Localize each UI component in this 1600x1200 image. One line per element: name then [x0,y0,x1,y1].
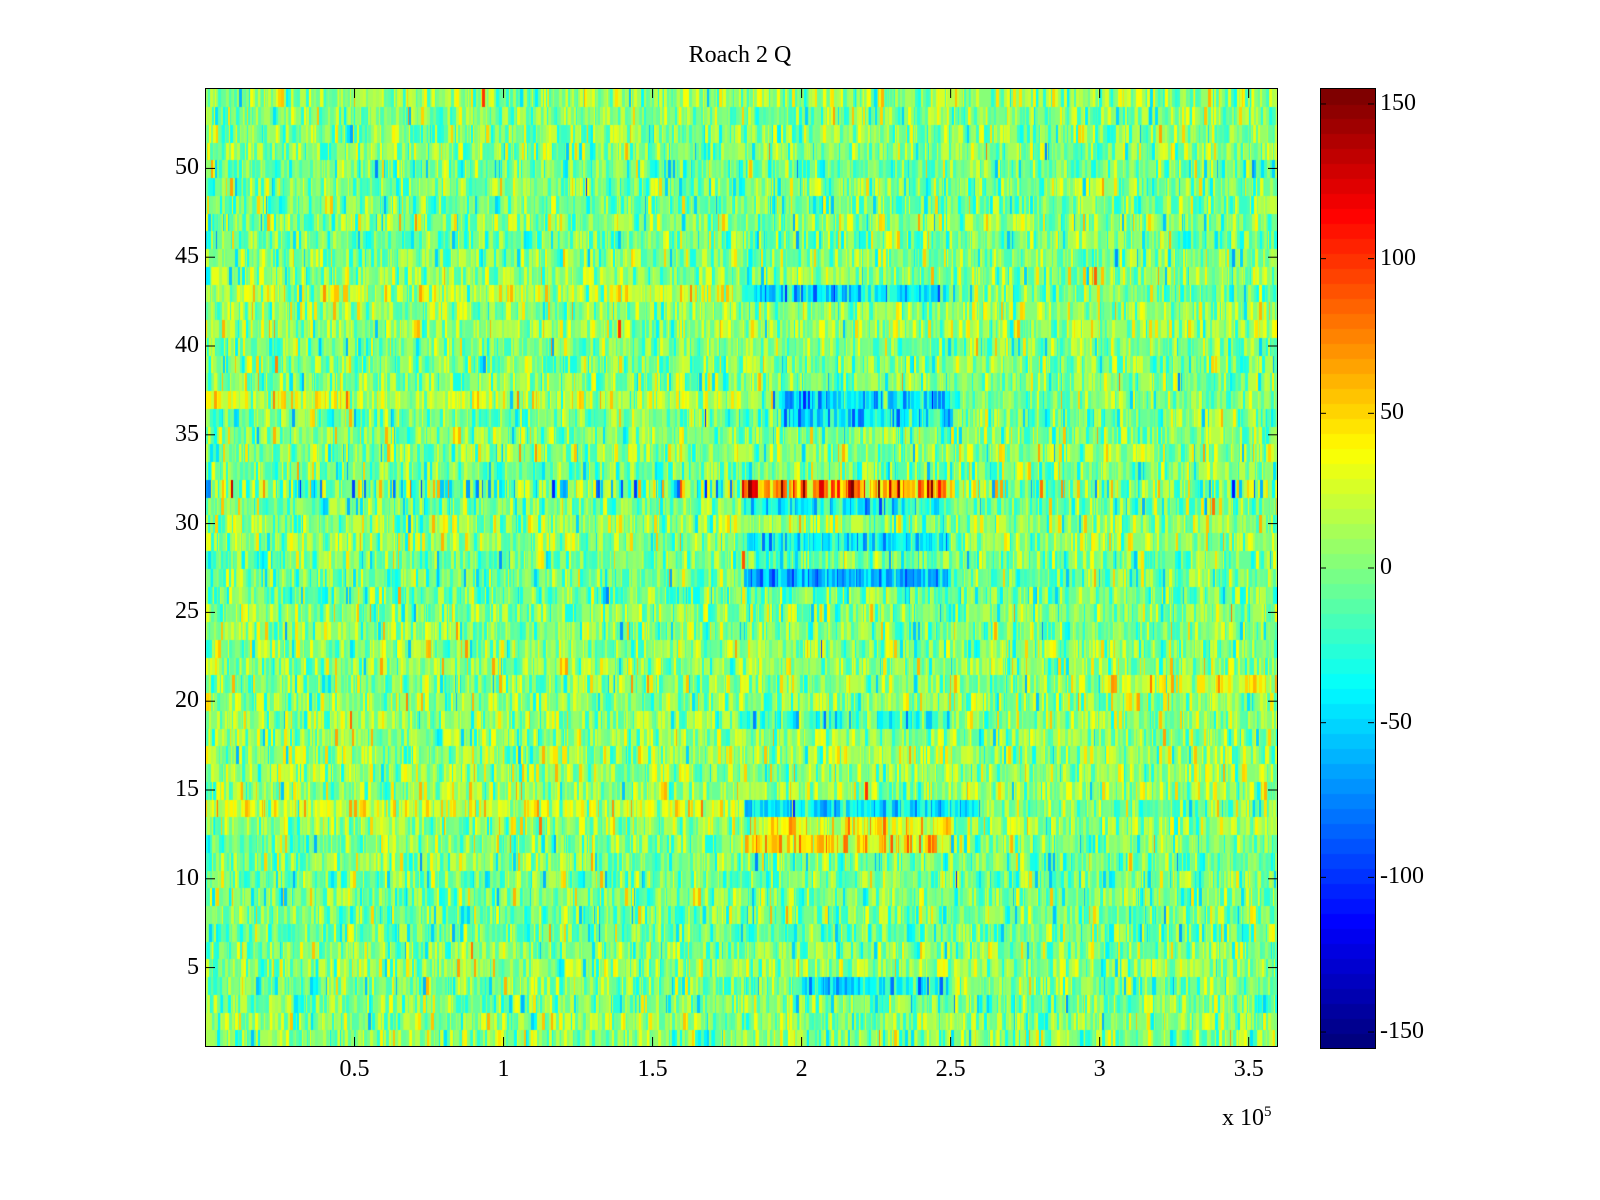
y-tick-label: 30 [175,509,199,536]
x-tick-label: 3.5 [1233,1056,1264,1082]
x-tick-label: 1.5 [637,1056,668,1082]
y-tick-label: 25 [175,598,199,625]
y-tick-label: 35 [175,420,199,447]
y-tick-label: 40 [175,332,199,358]
y-tick-label: 10 [175,864,199,891]
colorbar-tick-label: -50 [1380,708,1412,735]
x-tick-label: 3 [1093,1056,1106,1082]
y-tick-label: 50 [175,154,199,181]
chart-title: Roach 2 Q [688,42,792,68]
colorbar-tick-label: 100 [1380,244,1416,271]
y-tick-label: 15 [175,775,199,802]
heatmap-image [205,88,1278,1047]
x-tick-label: 2.5 [935,1056,966,1082]
y-tick-label: 20 [175,687,199,714]
x-tick-label: 1 [497,1056,510,1082]
colorbar [1320,88,1376,1049]
colorbar-tick-label: 50 [1380,399,1404,426]
plot-area-frame [205,88,1278,1047]
x-tick-label: 2 [795,1056,808,1082]
colorbar-tick-label: -100 [1380,863,1424,890]
colorbar-tick-label: 0 [1380,554,1392,580]
x-tick-label: 0.5 [339,1056,370,1082]
x-multiplier-label: x 105 [1222,1104,1272,1131]
colorbar-tick-label: 150 [1380,89,1416,116]
y-tick-label: 45 [175,243,199,270]
colorbar-tick-label: -150 [1380,1018,1424,1045]
y-tick-label: 5 [187,953,199,980]
